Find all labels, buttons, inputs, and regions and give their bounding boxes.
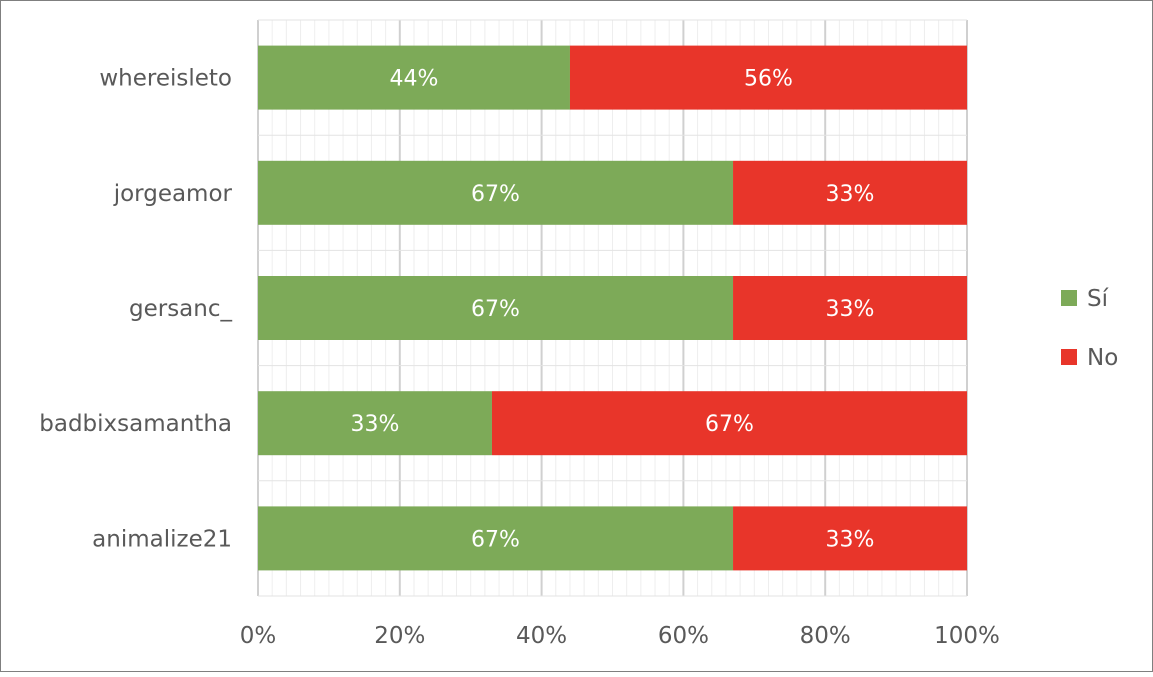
bar-si-gersanc_ (258, 276, 734, 340)
data-label: 44% (390, 67, 439, 92)
category-label: jorgeamor (113, 181, 233, 207)
legend-label: Sí (1087, 286, 1109, 312)
category-label: badbixsamantha (39, 411, 232, 437)
x-tick-label: 60% (658, 623, 709, 649)
x-tick-label: 80% (800, 623, 851, 649)
legend: Sí No (1061, 286, 1118, 371)
x-tick-label: 40% (516, 623, 567, 649)
bar-si-jorgeamor (258, 160, 734, 225)
bar-no-badbixsamantha (491, 391, 967, 456)
legend-swatch (1061, 349, 1077, 365)
category-label: animalize21 (92, 526, 232, 552)
data-label: 67% (705, 412, 754, 437)
data-labels: 44% 56% 67% 33% 67% 33% 33% 67% 67% 33% (351, 67, 875, 553)
category-label: whereisleto (99, 66, 232, 92)
bar-si-badbixsamantha (258, 391, 492, 456)
data-label: 33% (826, 297, 875, 322)
bars (258, 45, 967, 571)
value-axis: 0% 20% 40% 60% 80% 100% (240, 623, 1000, 649)
x-tick-label: 100% (934, 623, 1000, 649)
data-label: 67% (471, 297, 520, 322)
data-label: 56% (744, 67, 793, 92)
x-tick-label: 20% (374, 623, 425, 649)
bar-si-animalize21 (258, 506, 734, 571)
category-label: gersanc_ (129, 296, 233, 322)
data-label: 33% (351, 412, 400, 437)
bar-no-gersanc_ (733, 276, 967, 340)
data-label: 67% (471, 527, 520, 552)
category-axis: whereisleto jorgeamor gersanc_ badbixsamant… (39, 66, 232, 553)
x-tick-label: 0% (240, 623, 277, 649)
bar-no-whereisleto (569, 45, 967, 110)
data-label: 33% (826, 182, 875, 207)
bar-no-animalize21 (733, 506, 967, 571)
legend-swatch (1061, 290, 1077, 306)
data-label: 67% (471, 182, 520, 207)
bar-si-whereisleto (258, 45, 570, 110)
bar-no-jorgeamor (733, 160, 967, 225)
data-label: 33% (826, 527, 875, 552)
legend-label: No (1087, 345, 1118, 371)
